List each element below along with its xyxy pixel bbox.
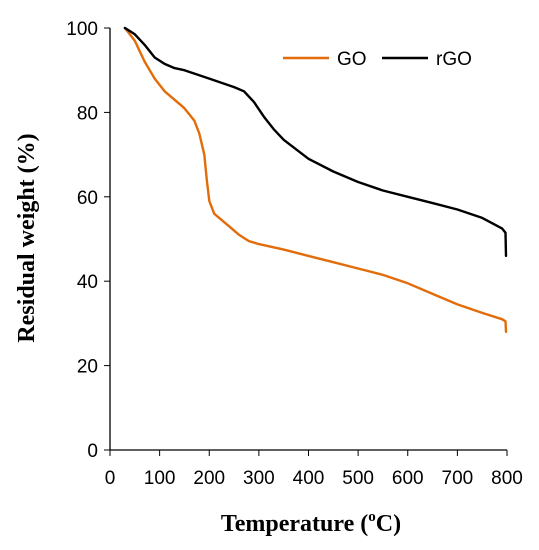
y-tick-label: 40 [77,272,98,293]
y-axis-ticks: 0 20 40 60 80 100 [66,19,110,462]
x-tick-label: 300 [243,468,275,489]
x-tick-label: 0 [105,468,116,489]
legend: GO rGO [283,49,472,70]
plot-area [109,28,507,451]
x-axis-ticks: 0 100 200 300 400 500 600 700 800 [105,450,523,489]
y-tick-label: 0 [87,441,98,462]
y-tick-label: 60 [77,188,98,209]
legend-label-rgo: rGO [436,49,472,70]
x-axis-title-end: C) [376,511,401,537]
y-axis-title: Residual weight (%) [14,133,40,342]
series-line-rgo [123,26,508,258]
series-layer [123,26,508,333]
x-axis-title: Temperature (oC) [221,509,401,537]
x-tick-label: 800 [491,468,523,489]
x-tick-label: 600 [392,468,424,489]
series-line-go [123,26,508,333]
y-tick-label: 80 [77,103,98,124]
y-tick-label: 100 [66,19,98,40]
x-axis-title-main: Temperature ( [221,511,368,537]
legend-label-go: GO [337,49,367,70]
x-tick-label: 100 [144,468,176,489]
x-tick-label: 700 [442,468,474,489]
x-tick-label: 500 [342,468,374,489]
y-tick-label: 20 [77,357,98,378]
x-tick-label: 400 [293,468,325,489]
x-tick-label: 200 [193,468,225,489]
x-axis-title-sup: o [368,509,376,525]
